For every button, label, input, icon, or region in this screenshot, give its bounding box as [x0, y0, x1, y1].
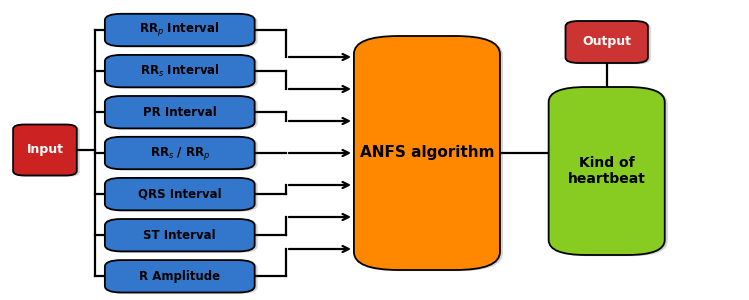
FancyBboxPatch shape — [354, 36, 500, 270]
Text: Input: Input — [26, 143, 64, 157]
FancyBboxPatch shape — [357, 37, 503, 271]
Text: ANFS algorithm: ANFS algorithm — [360, 146, 494, 160]
FancyBboxPatch shape — [108, 138, 258, 170]
FancyBboxPatch shape — [105, 178, 255, 210]
Text: R Amplitude: R Amplitude — [139, 270, 220, 283]
FancyBboxPatch shape — [551, 88, 668, 256]
Text: QRS Interval: QRS Interval — [138, 188, 222, 201]
FancyBboxPatch shape — [565, 21, 648, 63]
Text: RR$_s$ / RR$_p$: RR$_s$ / RR$_p$ — [150, 145, 210, 161]
FancyBboxPatch shape — [16, 126, 79, 177]
FancyBboxPatch shape — [568, 22, 651, 64]
FancyBboxPatch shape — [548, 87, 665, 255]
Text: Output: Output — [582, 35, 631, 49]
Text: PR Interval: PR Interval — [143, 106, 216, 119]
FancyBboxPatch shape — [108, 97, 258, 130]
FancyBboxPatch shape — [108, 15, 258, 47]
FancyBboxPatch shape — [108, 261, 258, 294]
Text: RR$_p$ Interval: RR$_p$ Interval — [139, 21, 220, 39]
FancyBboxPatch shape — [105, 14, 255, 46]
FancyBboxPatch shape — [108, 56, 258, 88]
FancyBboxPatch shape — [13, 124, 77, 176]
Text: ST Interval: ST Interval — [144, 229, 216, 242]
FancyBboxPatch shape — [108, 179, 258, 212]
FancyBboxPatch shape — [108, 220, 258, 253]
FancyBboxPatch shape — [105, 96, 255, 128]
FancyBboxPatch shape — [105, 260, 255, 292]
FancyBboxPatch shape — [105, 137, 255, 169]
FancyBboxPatch shape — [105, 55, 255, 87]
FancyBboxPatch shape — [105, 219, 255, 251]
Text: Kind of
heartbeat: Kind of heartbeat — [568, 156, 646, 186]
Text: RR$_s$ Interval: RR$_s$ Interval — [140, 63, 219, 79]
